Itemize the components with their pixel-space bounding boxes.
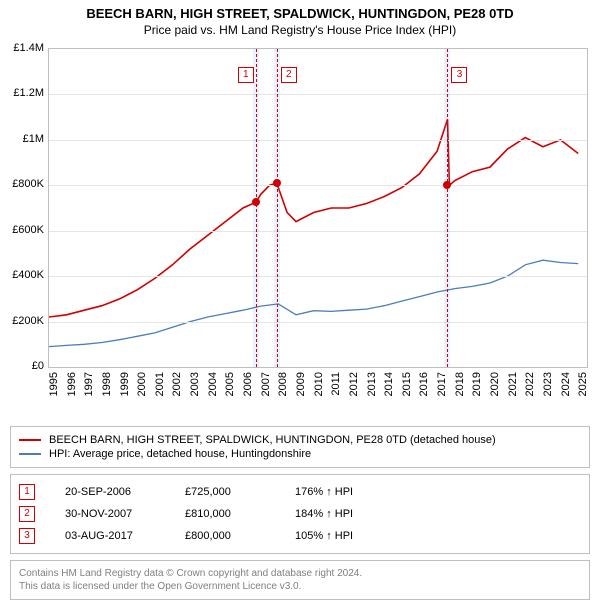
transaction-date: 20-SEP-2006 — [65, 486, 155, 498]
transaction-price: £800,000 — [185, 530, 265, 542]
xtick-label: 2020 — [489, 372, 501, 396]
transaction-price: £725,000 — [185, 486, 265, 498]
xtick-label: 1996 — [66, 372, 78, 396]
xtick-label: 2015 — [401, 372, 413, 396]
legend: BEECH BARN, HIGH STREET, SPALDWICK, HUNT… — [10, 426, 590, 468]
transaction-row: 2 30-NOV-2007 £810,000 184% ↑ HPI — [19, 503, 581, 525]
xtick-label: 2014 — [383, 372, 395, 396]
ytick-label: £0 — [0, 360, 44, 372]
transaction-marker: 2 — [19, 506, 35, 522]
chart-title-line2: Price paid vs. HM Land Registry's House … — [0, 23, 600, 41]
chart-lines — [49, 49, 587, 367]
ytick-label: £1.2M — [0, 87, 44, 99]
xtick-label: 2011 — [330, 372, 342, 396]
legend-row: HPI: Average price, detached house, Hunt… — [19, 447, 581, 461]
xtick-label: 2013 — [366, 372, 378, 396]
xtick-label: 2002 — [171, 372, 183, 396]
transaction-hpi: 105% ↑ HPI — [295, 530, 385, 542]
xtick-label: 2017 — [436, 372, 448, 396]
transaction-date: 30-NOV-2007 — [65, 508, 155, 520]
xtick-label: 1999 — [119, 372, 131, 396]
plot-area: 1 2 3 — [48, 48, 588, 368]
xtick-label: 2021 — [507, 372, 519, 396]
ytick-label: £400K — [0, 269, 44, 281]
xtick-label: 2018 — [454, 372, 466, 396]
xtick-label: 2016 — [418, 372, 430, 396]
event-marker: 3 — [451, 67, 467, 83]
legend-label: BEECH BARN, HIGH STREET, SPALDWICK, HUNT… — [49, 434, 496, 446]
xtick-label: 2012 — [348, 372, 360, 396]
ytick-label: £1M — [0, 133, 44, 145]
transaction-row: 3 03-AUG-2017 £800,000 105% ↑ HPI — [19, 525, 581, 547]
xtick-label: 2006 — [242, 372, 254, 396]
xtick-label: 2009 — [295, 372, 307, 396]
xtick-label: 2025 — [577, 372, 589, 396]
xtick-label: 1997 — [83, 372, 95, 396]
ytick-label: £200K — [0, 315, 44, 327]
footer-line1: Contains HM Land Registry data © Crown c… — [19, 567, 581, 580]
xtick-label: 2001 — [154, 372, 166, 396]
xtick-label: 2024 — [560, 372, 572, 396]
ytick-label: £1.4M — [0, 42, 44, 54]
xtick-label: 1995 — [48, 372, 60, 396]
transaction-price: £810,000 — [185, 508, 265, 520]
footer-line2: This data is licensed under the Open Gov… — [19, 580, 581, 593]
chart-container: BEECH BARN, HIGH STREET, SPALDWICK, HUNT… — [0, 0, 600, 420]
xtick-label: 2010 — [313, 372, 325, 396]
ytick-label: £600K — [0, 224, 44, 236]
transaction-hpi: 176% ↑ HPI — [295, 486, 385, 498]
ytick-label: £800K — [0, 178, 44, 190]
legend-label: HPI: Average price, detached house, Hunt… — [49, 448, 311, 460]
xtick-label: 2022 — [524, 372, 536, 396]
xtick-label: 2019 — [471, 372, 483, 396]
legend-swatch — [19, 453, 41, 455]
transactions-table: 1 20-SEP-2006 £725,000 176% ↑ HPI 2 30-N… — [10, 474, 590, 554]
chart-title-line1: BEECH BARN, HIGH STREET, SPALDWICK, HUNT… — [0, 0, 600, 23]
footer: Contains HM Land Registry data © Crown c… — [10, 560, 590, 600]
xtick-label: 2023 — [542, 372, 554, 396]
transaction-row: 1 20-SEP-2006 £725,000 176% ↑ HPI — [19, 481, 581, 503]
xtick-label: 2008 — [277, 372, 289, 396]
xtick-label: 2003 — [189, 372, 201, 396]
legend-swatch — [19, 439, 41, 441]
transaction-marker: 1 — [19, 484, 35, 500]
xtick-label: 2005 — [224, 372, 236, 396]
transaction-date: 03-AUG-2017 — [65, 530, 155, 542]
xtick-label: 2004 — [207, 372, 219, 396]
xtick-label: 1998 — [101, 372, 113, 396]
event-marker: 2 — [281, 67, 297, 83]
transaction-hpi: 184% ↑ HPI — [295, 508, 385, 520]
event-marker: 1 — [238, 67, 254, 83]
xtick-label: 2007 — [260, 372, 272, 396]
xtick-label: 2000 — [136, 372, 148, 396]
legend-row: BEECH BARN, HIGH STREET, SPALDWICK, HUNT… — [19, 433, 581, 447]
transaction-marker: 3 — [19, 528, 35, 544]
